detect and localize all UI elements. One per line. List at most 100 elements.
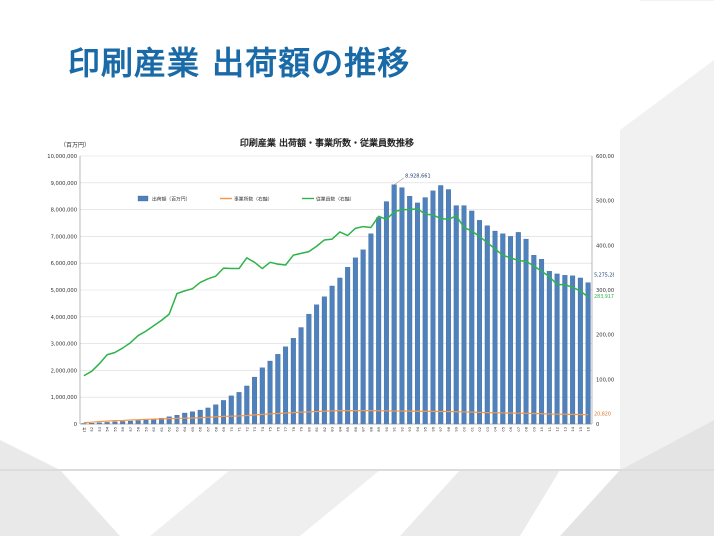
shipment-bar: [368, 233, 374, 425]
x-axis-tick-label: 1953: [98, 427, 102, 432]
shipment-bar: [166, 416, 172, 425]
last-employees-label: 283,917: [594, 294, 614, 300]
left-axis-tick-label: 6,000,000: [51, 261, 77, 267]
x-axis-tick-label: 2011: [548, 427, 552, 432]
shipment-bar: [469, 210, 475, 425]
shipment-bar: [352, 257, 358, 425]
last-establishments-label: 20,820: [594, 412, 611, 418]
x-axis-tick-label: 1984: [338, 426, 342, 432]
x-axis-tick-label: 1970: [230, 426, 234, 432]
x-axis-tick-label: 1978: [292, 426, 296, 432]
x-axis-tick-label: 1964: [183, 426, 187, 432]
shipment-bar: [213, 404, 219, 425]
shipment-bar: [314, 304, 320, 425]
x-axis-tick-label: 2014: [571, 426, 575, 432]
x-axis-tick-label: 2000: [463, 426, 467, 432]
shipment-bar: [484, 225, 490, 425]
x-axis-tick-label: 1981: [315, 427, 319, 432]
x-axis-tick-label: 1983: [331, 427, 335, 432]
peak-value-label: 8,928,661: [405, 174, 430, 180]
shipment-bar: [438, 185, 444, 425]
shipment-bar: [143, 419, 149, 425]
x-axis-tick-label: 1995: [424, 427, 428, 432]
right-axis-tick-label: 400,000: [596, 243, 614, 249]
x-axis-tick-label: 1992: [400, 427, 404, 432]
x-axis-tick-label: 1976: [276, 426, 280, 432]
x-axis-tick-label: 1982: [323, 427, 327, 432]
shipment-bar: [539, 259, 545, 425]
shipment-bar: [329, 285, 335, 425]
shipment-bar: [290, 338, 296, 425]
x-axis-tick-label: 2008: [525, 426, 529, 432]
x-axis-tick-label: 2002: [478, 427, 482, 432]
x-axis-tick-label: 1971: [238, 427, 242, 432]
shipment-bar: [259, 367, 265, 425]
x-axis-tick-label: 1965: [191, 427, 195, 432]
chart-container: 印刷産業 出荷額・事業所数・従業員数推移 （百万円） 0 1,000,000 2,0…: [40, 130, 619, 440]
shipment-bar: [383, 201, 389, 425]
gridlines: [80, 155, 592, 425]
x-axis-tick-label: 1996: [431, 426, 435, 432]
x-axis-tick-label: 1956: [121, 426, 125, 432]
shipment-bar: [228, 395, 234, 425]
x-axis-tick-label: 2007: [517, 427, 521, 432]
right-axis-tick-label: 0: [596, 422, 599, 428]
shipment-bar: [577, 277, 583, 425]
x-axis-tick-label: 1966: [199, 426, 203, 432]
shipment-bar: [570, 275, 576, 425]
x-axis-tick-label: 1975: [269, 427, 273, 432]
x-axis-tick-label: 2001: [470, 427, 474, 432]
shipment-bar: [461, 205, 467, 425]
x-axis-tick-label: 1959: [144, 426, 148, 432]
left-axis-unit-label: （百万円）: [60, 142, 90, 149]
right-axis-tick-label: 600,000: [596, 154, 614, 160]
shipment-bar: [221, 400, 226, 425]
bar-series: [81, 184, 591, 425]
legend: 出荷額（百万円） 事業所数（右軸） 従業員数（右軸）: [137, 195, 354, 203]
left-axis-tick-label: 9,000,000: [51, 181, 77, 187]
x-axis-tick-label: 1985: [346, 427, 350, 432]
x-axis-tick-label: 1974: [261, 426, 265, 432]
x-axis-tick-label: 2016: [587, 426, 591, 432]
shipment-bar: [430, 190, 436, 425]
x-axis-tick-label: 2010: [540, 426, 544, 432]
left-axis-tick-label: 2,000,000: [51, 368, 77, 374]
left-axis-tick-label: 7,000,000: [51, 234, 77, 240]
x-axis-tick-label: 1977: [284, 427, 288, 432]
left-axis-tick-label: 0: [74, 422, 77, 428]
x-axis-tick-label: 1960: [152, 426, 156, 432]
x-axis-tick-label: 1999: [455, 426, 459, 432]
x-axis-tick-label: 1952: [90, 427, 94, 432]
x-axis-tick-label: 1955: [113, 427, 117, 432]
shipment-bar: [197, 409, 203, 425]
right-axis-tick-label: 500,000: [596, 199, 614, 205]
shipment-bar: [585, 282, 591, 425]
x-axis-tick-label: 2006: [509, 426, 513, 432]
x-axis-tick-label: 1957: [129, 427, 133, 432]
shipment-bar: [205, 407, 211, 425]
chart-title: 印刷産業 出荷額・事業所数・従業員数推移: [240, 137, 414, 149]
shipment-bar: [414, 202, 420, 425]
x-axis-tick-label: 1954: [106, 426, 110, 432]
x-axis-tick-label: 1997: [439, 427, 443, 432]
x-axis-tick-label: 1963: [175, 427, 179, 432]
x-axis-tick-label: 2003: [486, 427, 490, 432]
x-axis-tick-label: 1958: [137, 426, 141, 432]
x-axis-tick-label: 1986: [354, 426, 358, 432]
shipment-bar: [500, 233, 506, 425]
shipment-bar: [236, 392, 242, 425]
shipment-bar: [477, 220, 482, 425]
shipment-bar: [337, 277, 343, 425]
shipment-bar: [135, 420, 141, 425]
shipment-bar: [446, 189, 451, 425]
shipment-bar: [546, 271, 552, 425]
x-axis-tick-label: 1990: [385, 426, 389, 432]
legend-swatch-shipments: [137, 195, 149, 202]
shipment-bar: [306, 313, 312, 425]
x-axis-tick-label: 1967: [207, 427, 211, 432]
shipment-bar: [298, 327, 304, 425]
legend-label: 事業所数（右軸）: [234, 196, 272, 203]
shipment-bar: [562, 275, 568, 425]
